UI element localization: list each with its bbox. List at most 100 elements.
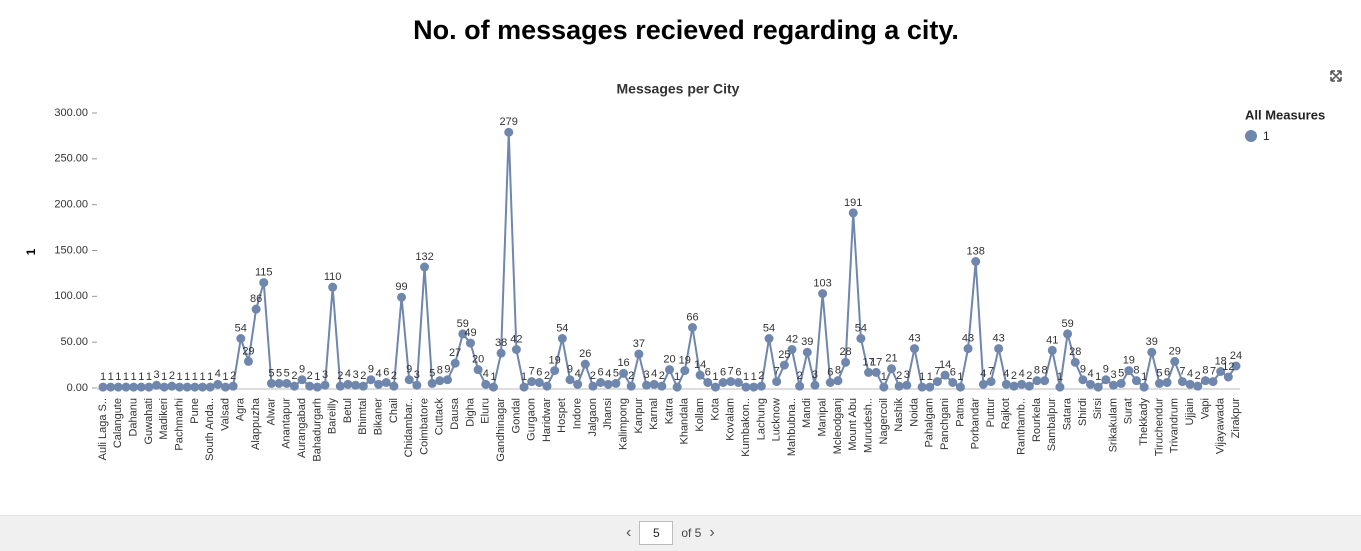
point: [810, 380, 820, 390]
x-tick-label: Cuttack: [434, 398, 446, 436]
point: [649, 379, 659, 389]
x-tick-label: Katra: [663, 397, 675, 424]
x-tick-label: Murudesh..: [862, 398, 874, 453]
next-page[interactable]: ›: [709, 524, 715, 541]
point: [343, 379, 353, 389]
point: [1170, 356, 1180, 366]
data-label: 1: [115, 371, 121, 383]
data-label: 8: [1042, 365, 1048, 377]
point: [565, 375, 575, 385]
data-label: 42: [786, 333, 798, 345]
page-input[interactable]: 5: [639, 521, 674, 545]
data-label: 14: [694, 359, 706, 371]
data-label: 1: [881, 371, 887, 383]
expand-icon[interactable]: [1330, 70, 1342, 82]
x-tick-label: Thekkady: [1138, 398, 1150, 446]
point: [328, 282, 338, 292]
data-label: 16: [617, 357, 629, 369]
data-label: 3: [353, 369, 359, 381]
data-label: 4: [1019, 368, 1025, 380]
point: [864, 367, 874, 377]
prev-page[interactable]: ‹: [626, 524, 632, 541]
legend-label: 1: [1263, 129, 1270, 143]
point: [389, 381, 399, 391]
legend-swatch: [1245, 130, 1257, 142]
x-tick-label: Pune: [189, 398, 201, 424]
point: [205, 382, 215, 392]
data-label: 2: [896, 370, 902, 382]
point: [619, 368, 629, 378]
data-label: 1: [1095, 371, 1101, 383]
data-label: 2: [307, 370, 313, 382]
point: [198, 382, 208, 392]
x-tick-label: Hospet: [556, 398, 568, 433]
data-label: 1: [146, 371, 152, 383]
point: [1208, 377, 1218, 387]
point: [121, 382, 131, 392]
x-tick-label: Digha: [464, 397, 476, 427]
point: [1009, 381, 1019, 391]
data-label: 7: [1210, 365, 1216, 377]
point: [182, 382, 192, 392]
x-tick-label: Patna: [954, 397, 966, 427]
point: [1055, 382, 1065, 392]
point: [1139, 382, 1149, 392]
point: [925, 382, 935, 392]
point: [274, 378, 284, 388]
data-label: 279: [500, 116, 518, 128]
x-tick-label: Kovalam: [725, 398, 737, 441]
x-tick-label: Agra: [235, 397, 247, 421]
point: [427, 378, 437, 388]
data-label: 19: [679, 354, 691, 366]
x-tick-label: Rajkot: [1000, 398, 1012, 429]
point: [779, 360, 789, 370]
data-label: 191: [844, 197, 862, 209]
data-label: 2: [628, 370, 634, 382]
data-label: 28: [1069, 346, 1081, 358]
x-tick-label: Trivandrum: [1169, 398, 1181, 453]
x-tick-label: Vapi: [1199, 398, 1211, 419]
data-label: 37: [633, 338, 645, 350]
x-tick-label: Vijayawada: [1215, 397, 1227, 454]
point: [940, 370, 950, 380]
data-label: 4: [605, 368, 611, 380]
data-label: 54: [556, 322, 568, 334]
data-label: 19: [1123, 354, 1135, 366]
x-tick-label: Madikeri: [158, 398, 170, 440]
point: [251, 304, 261, 314]
data-label: 12: [1222, 361, 1234, 373]
point: [994, 344, 1004, 354]
point: [98, 382, 108, 392]
data-label: 4: [1087, 368, 1093, 380]
point: [519, 382, 529, 392]
point: [787, 345, 797, 354]
data-label: 3: [154, 369, 160, 381]
point: [672, 382, 682, 392]
data-label: 7: [988, 365, 994, 377]
data-label: 54: [235, 322, 247, 334]
point: [420, 262, 430, 272]
data-label: 38: [495, 337, 507, 349]
y-tick-label: 200.00: [54, 199, 88, 211]
pager: ‹ 5 of 5 ›: [626, 521, 715, 545]
point: [542, 381, 552, 391]
data-label: 1: [314, 371, 320, 383]
point: [871, 367, 881, 377]
point: [703, 378, 713, 387]
point: [887, 364, 897, 374]
x-tick-label: Kanpur: [633, 398, 645, 434]
data-label: 1: [100, 371, 106, 383]
x-tick-label: Sambalpur: [1046, 398, 1058, 452]
data-label: 1: [743, 371, 749, 383]
point: [190, 382, 200, 392]
point: [129, 382, 139, 392]
point: [1177, 377, 1187, 387]
point: [504, 127, 514, 137]
data-label: 2: [391, 370, 397, 382]
x-tick-label: Haridwar: [541, 398, 553, 442]
point: [764, 334, 774, 343]
data-label: 49: [464, 327, 476, 339]
data-label: 7: [774, 365, 780, 377]
y-tick-label: 0.00: [67, 382, 88, 394]
x-tick-label: Noida: [908, 397, 920, 427]
